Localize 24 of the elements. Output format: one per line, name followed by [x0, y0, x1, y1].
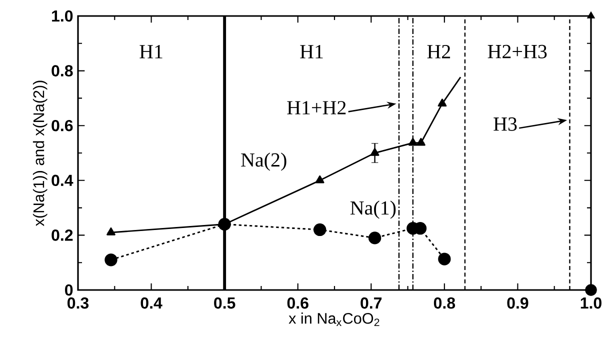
annotation: H3 [494, 117, 517, 131]
annotation: H1 [140, 45, 162, 58]
x-tick-label: 0.4 [140, 297, 162, 309]
y-tick-label: 1.0 [52, 10, 73, 22]
series-label: Na(2) [241, 152, 286, 171]
y-axis-title: x(Na(1)) and x(Na(2)) [32, 80, 48, 226]
annotation: H2 [427, 45, 450, 58]
x-tick-label: 0.8 [434, 297, 456, 309]
y-tick-label: 0.2 [52, 230, 73, 241]
x-tick-label: 0.6 [287, 297, 308, 309]
x-tick-label: 0.7 [360, 297, 382, 309]
y-tick-label: 0.6 [52, 120, 73, 132]
annotation: H1+H2 [287, 101, 346, 114]
y-tick-label: 0 [65, 284, 73, 296]
y-tick-label: 0.4 [52, 174, 74, 186]
series-label: Na(1) [350, 200, 396, 219]
annotation: H2+H3 [488, 44, 547, 58]
x-tick-label: 0.5 [214, 297, 236, 309]
y-tick-label: 0.8 [52, 65, 73, 76]
x-tick-label: 0.9 [507, 297, 528, 309]
annotation: H1 [300, 45, 323, 58]
x-tick-label: 1.0 [580, 297, 602, 309]
x-axis-title: x in Na$_{x}$CoO$_{2}$ [288, 312, 380, 326]
x-tick-label: 0.3 [68, 297, 89, 309]
